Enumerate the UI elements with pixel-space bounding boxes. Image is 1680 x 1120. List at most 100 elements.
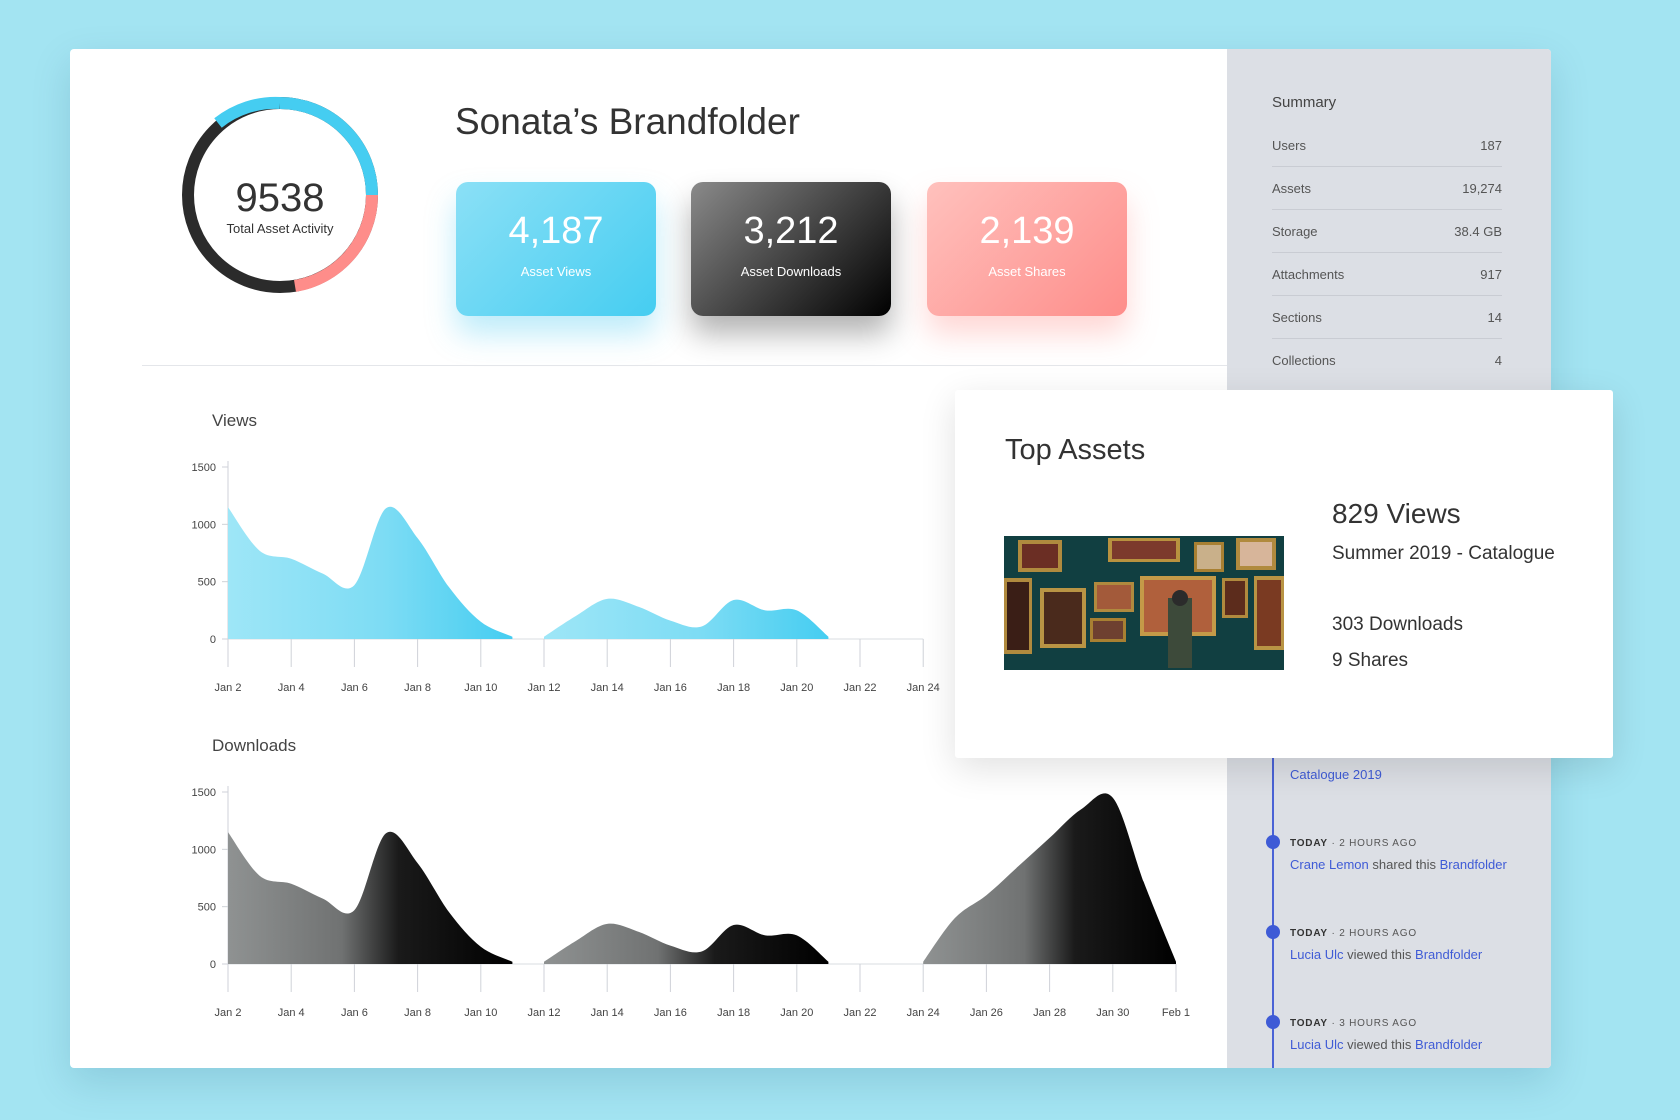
summary-title: Summary — [1272, 94, 1337, 111]
x-tick-label: Jan 16 — [654, 1007, 687, 1019]
activity-target-link[interactable]: Brandfolder — [1439, 857, 1507, 872]
x-tick-label: Jan 24 — [907, 682, 940, 694]
top-asset-name[interactable]: Summer 2019 - Catalogue — [1332, 543, 1555, 564]
activity-timeline — [1272, 749, 1274, 1068]
summary-row-label: Collections — [1272, 353, 1336, 368]
x-tick-label: Jan 4 — [278, 682, 305, 694]
x-tick-label: Feb 1 — [1162, 1007, 1190, 1019]
gallery-image — [1004, 536, 1284, 670]
x-tick-label: Jan 8 — [404, 682, 431, 694]
area-series — [228, 831, 513, 964]
summary-row-label: Users — [1272, 138, 1306, 153]
summary-row: Attachments 917 — [1272, 253, 1502, 296]
x-tick-label: Jan 20 — [780, 682, 813, 694]
asset-views-value: 4,187 — [508, 210, 604, 252]
activity-ago: · 2 HOURS AGO — [1331, 928, 1417, 939]
summary-row-value: 19,274 — [1462, 181, 1502, 196]
summary-row-label: Sections — [1272, 310, 1322, 325]
asset-shares-card[interactable]: 2,139 Asset Shares — [927, 182, 1127, 316]
area-series — [923, 793, 1176, 964]
asset-downloads-card[interactable]: 3,212 Asset Downloads — [691, 182, 891, 316]
summary-row-label: Attachments — [1272, 267, 1345, 282]
area-series — [228, 506, 513, 639]
y-tick-label: 1500 — [192, 787, 216, 799]
timeline-dot — [1266, 1015, 1280, 1029]
top-assets-title: Top Assets — [1005, 434, 1146, 466]
top-assets-card: Top Assets 829 Views Summer 2019 - Catal… — [955, 390, 1613, 758]
x-tick-label: Jan 22 — [843, 682, 876, 694]
x-tick-label: Jan 6 — [341, 1007, 368, 1019]
asset-downloads-value: 3,212 — [743, 210, 839, 252]
activity-action: viewed this — [1347, 947, 1412, 962]
x-tick-label: Jan 10 — [464, 1007, 497, 1019]
x-tick-label: Jan 6 — [341, 682, 368, 694]
activity-target-link[interactable]: Brandfolder — [1415, 947, 1483, 962]
x-tick-label: Jan 16 — [654, 682, 687, 694]
activity-day: TODAY — [1290, 1018, 1328, 1029]
summary-row: Assets 19,274 — [1272, 167, 1502, 210]
asset-views-card[interactable]: 4,187 Asset Views — [456, 182, 656, 316]
x-tick-label: Jan 20 — [780, 1007, 813, 1019]
x-tick-label: Jan 10 — [464, 682, 497, 694]
summary-row-label: Assets — [1272, 181, 1312, 196]
summary-row-value: 4 — [1494, 353, 1502, 368]
x-tick-label: Jan 28 — [1033, 1007, 1066, 1019]
y-tick-label: 1000 — [192, 519, 216, 531]
activity-time: TODAY · 3 HOURS AGO — [1290, 1018, 1417, 1029]
top-asset-shares: 9 Shares — [1332, 650, 1409, 671]
downloads-chart: 1500 1000 500 0 Jan 2 Jan 4 Jan 6 Jan 8 Jan 10 Ja… — [192, 786, 1190, 1019]
x-tick-label: Jan 14 — [591, 1007, 624, 1019]
asset-shares-value: 2,139 — [979, 210, 1075, 252]
x-tick-label: Jan 30 — [1096, 1007, 1129, 1019]
x-tick-label: Jan 14 — [591, 682, 624, 694]
activity-item: Lucia Ulc viewed this Brandfolder — [1290, 947, 1482, 962]
x-tick-label: Jan 24 — [907, 1007, 940, 1019]
activity-ago: · 3 HOURS AGO — [1331, 1018, 1417, 1029]
y-tick-label: 0 — [210, 959, 216, 971]
asset-thumbnail[interactable] — [1004, 536, 1284, 670]
downloads-chart-title: Downloads — [212, 736, 297, 755]
summary-row-value: 187 — [1480, 138, 1502, 153]
total-activity-value: 9538 — [235, 176, 325, 220]
activity-day: TODAY — [1290, 838, 1328, 849]
summary-row-value: 14 — [1487, 310, 1502, 325]
activity-time: TODAY · 2 HOURS AGO — [1290, 838, 1417, 849]
x-tick-label: Jan 26 — [970, 1007, 1003, 1019]
summary-row: Collections 4 — [1272, 339, 1502, 382]
y-tick-label: 500 — [198, 577, 216, 589]
activity-item: Crane Lemon shared this Brandfolder — [1290, 857, 1507, 872]
summary-row: Users 187 — [1272, 124, 1502, 167]
activity-ago: · 2 HOURS AGO — [1331, 838, 1417, 849]
x-tick-label: Jan 2 — [215, 1007, 242, 1019]
page-title: Sonata’s Brandfolder — [455, 101, 800, 142]
x-tick-label: Jan 8 — [404, 1007, 431, 1019]
activity-action: viewed this — [1347, 1037, 1412, 1052]
y-tick-label: 500 — [198, 902, 216, 914]
x-tick-label: Jan 12 — [527, 1007, 560, 1019]
activity-target-link[interactable]: Brandfolder — [1415, 1037, 1483, 1052]
activity-action: shared this — [1372, 857, 1436, 872]
timeline-dot — [1266, 835, 1280, 849]
x-tick-label: Jan 18 — [717, 682, 750, 694]
y-tick-label: 1500 — [192, 462, 216, 474]
activity-user-link[interactable]: Crane Lemon — [1290, 857, 1369, 872]
views-chart: 1500 1000 500 0 Jan 2 Jan 4 Jan 6 Jan 8 Jan 10 Ja… — [192, 461, 940, 694]
asset-views-label: Asset Views — [520, 264, 592, 279]
views-chart-title: Views — [212, 411, 258, 430]
activity-day: TODAY — [1290, 928, 1328, 939]
x-tick-label: Jan 22 — [843, 1007, 876, 1019]
activity-user-link[interactable]: Lucia Ulc — [1290, 947, 1344, 962]
x-tick-label: Jan 12 — [527, 682, 560, 694]
area-series — [544, 598, 829, 639]
activity-time: TODAY · 2 HOURS AGO — [1290, 928, 1417, 939]
activity-partial-link[interactable]: Catalogue 2019 — [1290, 767, 1382, 782]
area-series — [544, 923, 829, 964]
activity-user-link[interactable]: Lucia Ulc — [1290, 1037, 1344, 1052]
x-tick-label: Jan 18 — [717, 1007, 750, 1019]
y-tick-label: 0 — [210, 634, 216, 646]
summary-row: Sections 14 — [1272, 296, 1502, 339]
summary-row-value: 917 — [1480, 267, 1502, 282]
activity-item: Lucia Ulc viewed this Brandfolder — [1290, 1037, 1482, 1052]
summary-row: Storage 38.4 GB — [1272, 210, 1502, 253]
asset-shares-label: Asset Shares — [988, 264, 1066, 279]
